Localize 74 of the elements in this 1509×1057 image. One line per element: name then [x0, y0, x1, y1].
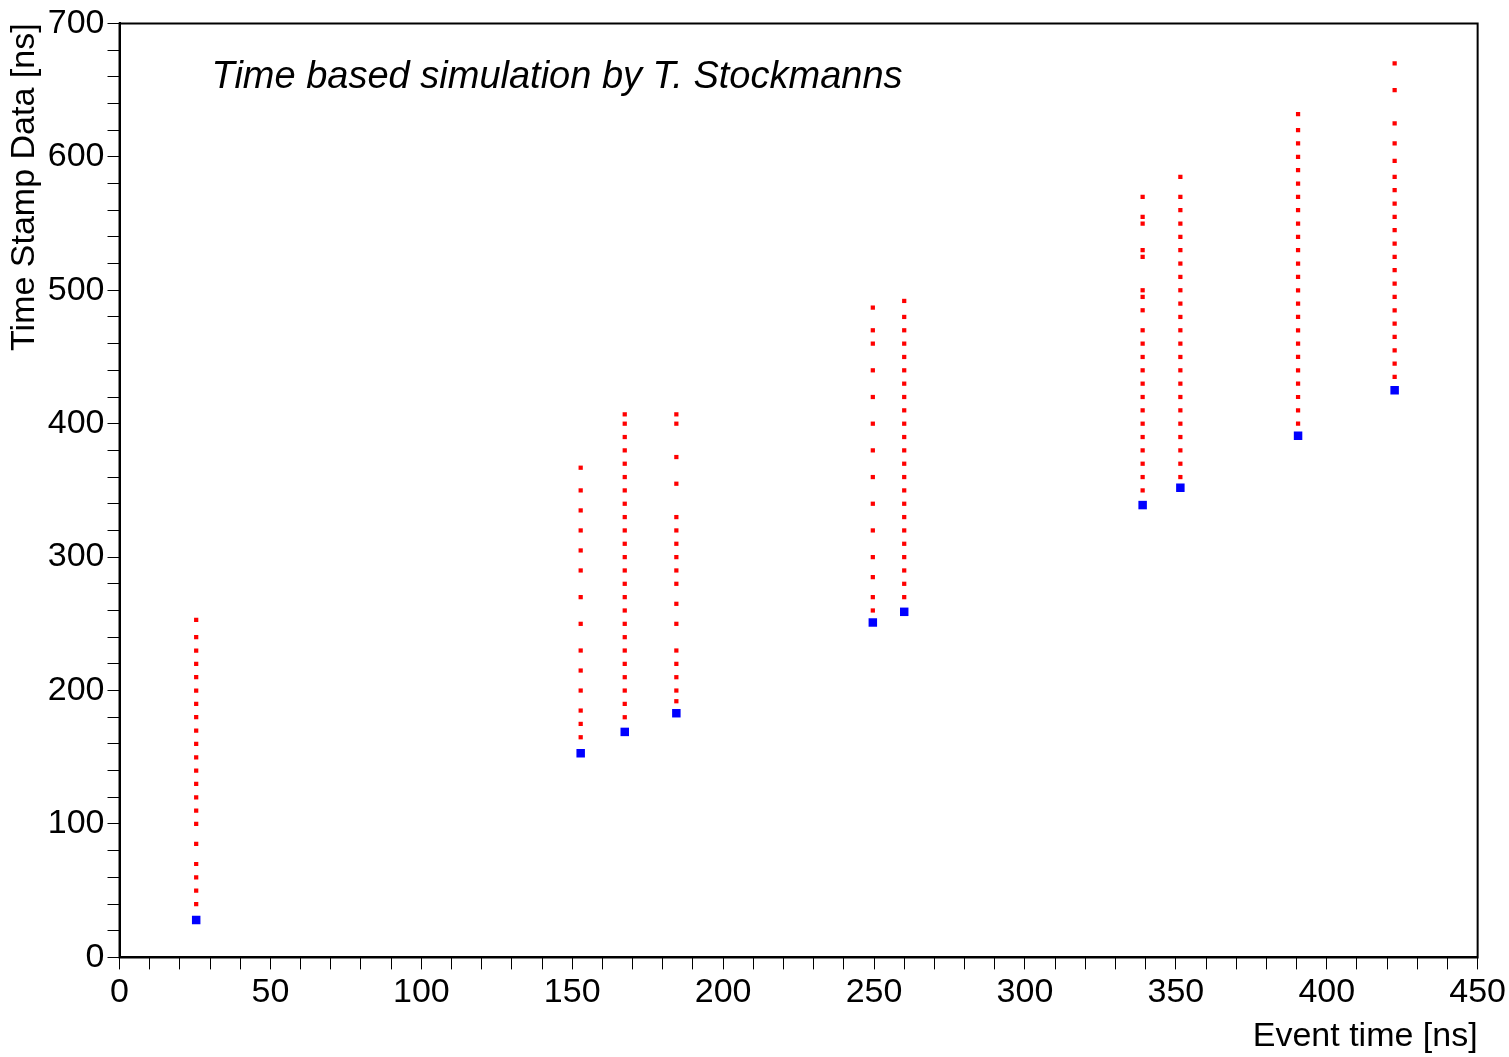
x-tick-label: 200: [694, 971, 752, 1010]
point: [1390, 386, 1399, 395]
point: [1295, 141, 1301, 146]
y-tick-label: 300: [47, 535, 105, 574]
point: [1295, 181, 1301, 186]
x-tick-label: 0: [110, 971, 129, 1010]
x-tick-label: 150: [543, 971, 601, 1010]
y-tick-label: 0: [85, 935, 105, 974]
point: [194, 688, 199, 693]
point: [870, 528, 875, 533]
point: [622, 528, 627, 533]
y-axis-title: Time Stamp Data [ns]: [2, 23, 41, 351]
point: [1392, 281, 1397, 286]
point: [1392, 201, 1397, 206]
x-tick-label: 100: [392, 971, 450, 1010]
point: [1178, 301, 1183, 306]
point: [578, 668, 583, 673]
point: [1138, 500, 1147, 510]
y-tick-label: 200: [47, 668, 105, 707]
point: [1140, 221, 1145, 226]
point: [578, 688, 583, 693]
point: [870, 305, 875, 310]
point: [902, 528, 907, 533]
x-tick-label: 250: [845, 971, 903, 1010]
point: [622, 648, 627, 653]
point: [868, 618, 878, 627]
point: [674, 648, 679, 653]
point: [1178, 221, 1183, 226]
point: [578, 568, 583, 573]
y-tick-label: 500: [47, 268, 105, 307]
point: [194, 648, 199, 653]
point: [1140, 488, 1145, 493]
point: [1392, 321, 1397, 326]
point: [1295, 301, 1301, 306]
y-tick-label: 400: [47, 402, 105, 441]
point: [1295, 221, 1301, 226]
y-tick-label: 600: [47, 135, 105, 174]
x-tick-label: 400: [1298, 971, 1356, 1010]
annotation: Time based simulation by T. Stockmanns: [211, 53, 903, 96]
y-tick-label: 700: [47, 1, 105, 40]
point: [674, 568, 679, 573]
point: [1392, 241, 1397, 246]
point: [578, 708, 583, 713]
x-tick-label: 350: [1147, 971, 1205, 1010]
x-tick-label: 50: [251, 971, 290, 1010]
point: [622, 488, 627, 493]
point: [622, 568, 627, 573]
point: [1392, 61, 1397, 66]
point: [194, 768, 199, 773]
x-tick-label: 300: [996, 971, 1054, 1010]
point: [578, 548, 583, 553]
point: [674, 688, 679, 693]
point: [1176, 483, 1185, 492]
point: [578, 488, 583, 493]
x-tick-label: 450: [1449, 971, 1506, 1010]
point: [1178, 261, 1183, 266]
point: [578, 528, 583, 533]
point: [622, 688, 627, 693]
point: [194, 728, 199, 733]
x-axis-title: Event time [ns]: [1252, 1014, 1478, 1053]
point: [674, 528, 679, 533]
point: [576, 749, 585, 758]
point: [578, 508, 583, 513]
point: [578, 648, 583, 653]
point: [902, 488, 907, 493]
point: [622, 608, 627, 613]
point: [1293, 431, 1303, 440]
point: [1392, 121, 1397, 126]
point: [870, 608, 875, 613]
point: [1392, 141, 1397, 146]
point: [1295, 261, 1301, 266]
y-tick-label: 100: [47, 802, 105, 841]
point: [902, 568, 907, 573]
point: [672, 708, 681, 718]
